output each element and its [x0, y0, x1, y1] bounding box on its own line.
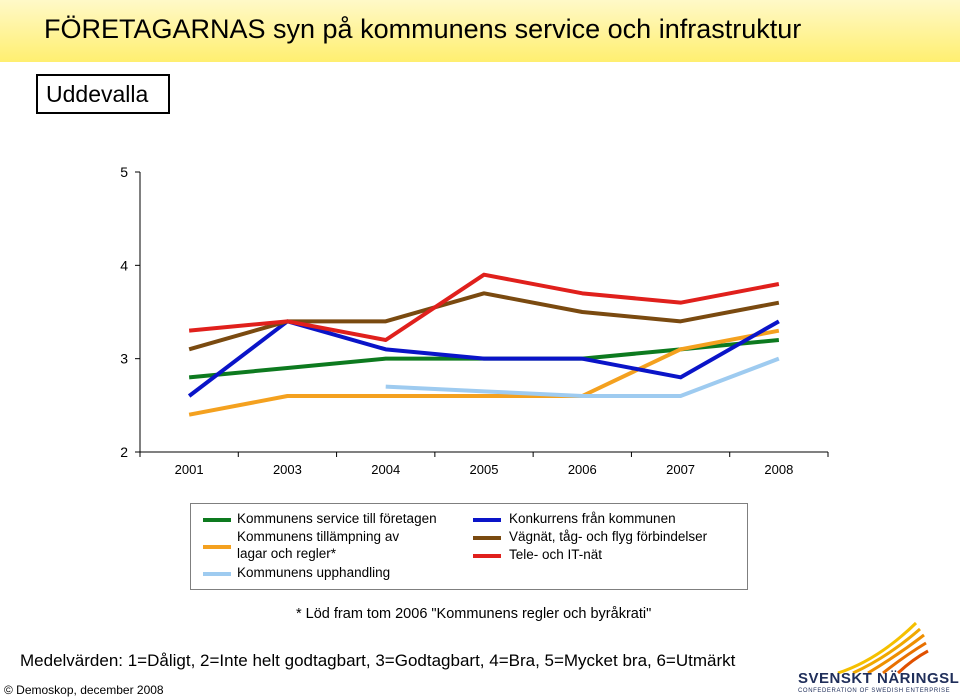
legend-swatch — [203, 518, 231, 522]
svenskt-naringsliv-logo: SVENSKT NÄRINGSLIV CONFEDERATION OF SWED… — [798, 615, 960, 695]
legend-label: Vägnät, tåg- och flyg förbindelser — [509, 529, 708, 544]
subtitle-box: Uddevalla — [36, 74, 170, 114]
series-line-6 — [188, 272, 780, 342]
x-tick-label: 2001 — [175, 462, 204, 477]
y-tick-label: 4 — [120, 257, 128, 273]
page-title: FÖRETAGARNAS syn på kommunens service oc… — [44, 14, 802, 44]
x-tick-label: 2007 — [666, 462, 695, 477]
legend-label: Kommunens service till företagen — [237, 511, 437, 526]
legend: Kommunens service till företagen Kommunen… — [190, 503, 748, 590]
series-line-4 — [187, 319, 780, 398]
x-tick-label: 2005 — [470, 462, 499, 477]
legend-swatch — [203, 545, 231, 549]
footnote: * Löd fram tom 2006 "Kommunens regler oc… — [296, 606, 652, 622]
logo-name: SVENSKT NÄRINGSLIV — [798, 670, 960, 687]
scale-note: Medelvärden: 1=Dåligt, 2=Inte helt godta… — [20, 651, 736, 670]
legend-label: Konkurrens från kommunen — [509, 511, 676, 526]
x-tick-label: 2004 — [371, 462, 400, 477]
y-tick-label: 2 — [120, 444, 128, 460]
logo-sun-icon — [837, 621, 929, 675]
copyright: © Demoskop, december 2008 — [4, 683, 164, 697]
legend-label: Tele- och IT-nät — [509, 547, 603, 562]
legend-swatch — [203, 572, 231, 576]
legend-label: Kommunens tillämpning av lagar och regle… — [237, 529, 400, 561]
legend-label: Kommunens upphandling — [237, 565, 391, 580]
subtitle-text: Uddevalla — [46, 81, 149, 107]
legend-swatch — [473, 518, 501, 522]
x-tick-label: 2003 — [273, 462, 302, 477]
legend-swatch — [473, 554, 501, 558]
y-tick-label: 3 — [120, 351, 128, 367]
series-line-2 — [188, 328, 780, 417]
x-tick-label: 2008 — [764, 462, 793, 477]
logo-tagline: CONFEDERATION OF SWEDISH ENTERPRISE — [798, 688, 951, 694]
series-line-3 — [385, 356, 780, 398]
legend-swatch — [473, 536, 501, 540]
x-tick-label: 2006 — [568, 462, 597, 477]
title-band — [0, 0, 960, 62]
y-tick-label: 5 — [120, 164, 128, 180]
